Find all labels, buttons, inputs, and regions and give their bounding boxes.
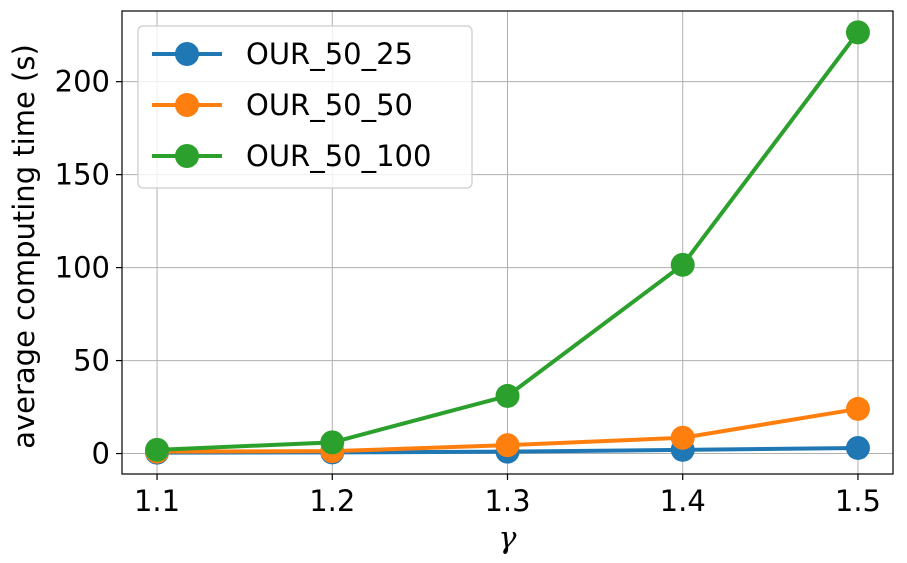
legend-label: OUR_50_50 [246,88,413,122]
x-tick-label: 1.1 [134,484,180,518]
legend-label: OUR_50_25 [246,37,413,71]
data-point [495,433,520,458]
y-axis-label: average computing time (s) [7,44,41,449]
x-axis-ticks: 1.1 1.2 1.3 1.4 1.5 [134,474,881,518]
data-point [670,425,695,450]
data-point [670,252,695,277]
data-point [495,383,520,408]
legend: OUR_50_25 OUR_50_50 OUR_50_100 [137,25,473,189]
data-point [320,430,345,455]
legend-marker [175,42,199,66]
y-tick-label: 100 [55,251,110,285]
y-tick-label: 0 [92,437,110,471]
data-point [845,20,870,45]
y-tick-label: 150 [55,158,110,192]
y-tick-label: 200 [55,65,110,99]
x-tick-label: 1.5 [835,484,881,518]
x-tick-label: 1.4 [660,484,706,518]
y-axis-ticks: 0 50 100 150 200 [55,65,122,471]
data-point [845,435,870,460]
data-point [145,437,170,462]
data-point [845,396,870,421]
x-tick-label: 1.2 [309,484,355,518]
legend-marker [175,144,199,168]
series-points [145,20,870,465]
legend-marker [175,93,199,117]
x-tick-label: 1.3 [484,484,530,518]
y-tick-label: 50 [73,344,110,378]
legend-label: OUR_50_100 [246,139,431,173]
legend-box [137,25,473,189]
x-axis-label: γ [499,521,517,556]
